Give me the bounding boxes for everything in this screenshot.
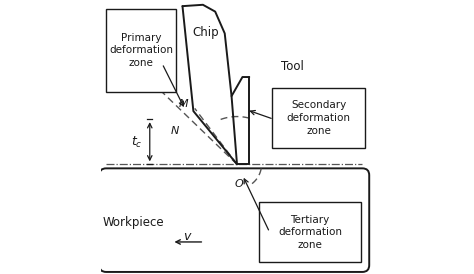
Text: $O$: $O$ bbox=[234, 176, 244, 189]
Text: Tool: Tool bbox=[281, 60, 303, 73]
FancyBboxPatch shape bbox=[273, 88, 365, 148]
Text: $N$: $N$ bbox=[170, 124, 180, 136]
Text: Tertiary
deformation
zone: Tertiary deformation zone bbox=[278, 215, 342, 250]
Text: Primary
deformation
zone: Primary deformation zone bbox=[109, 33, 173, 68]
Text: $M$: $M$ bbox=[178, 98, 189, 110]
FancyBboxPatch shape bbox=[106, 9, 176, 92]
FancyBboxPatch shape bbox=[100, 168, 369, 272]
Text: Secondary
deformation
zone: Secondary deformation zone bbox=[287, 100, 351, 136]
Text: Workpiece: Workpiece bbox=[102, 216, 164, 229]
Text: $t_c$: $t_c$ bbox=[131, 135, 143, 150]
FancyBboxPatch shape bbox=[259, 202, 361, 262]
Text: $v$: $v$ bbox=[183, 230, 193, 243]
Text: Chip: Chip bbox=[192, 25, 219, 39]
